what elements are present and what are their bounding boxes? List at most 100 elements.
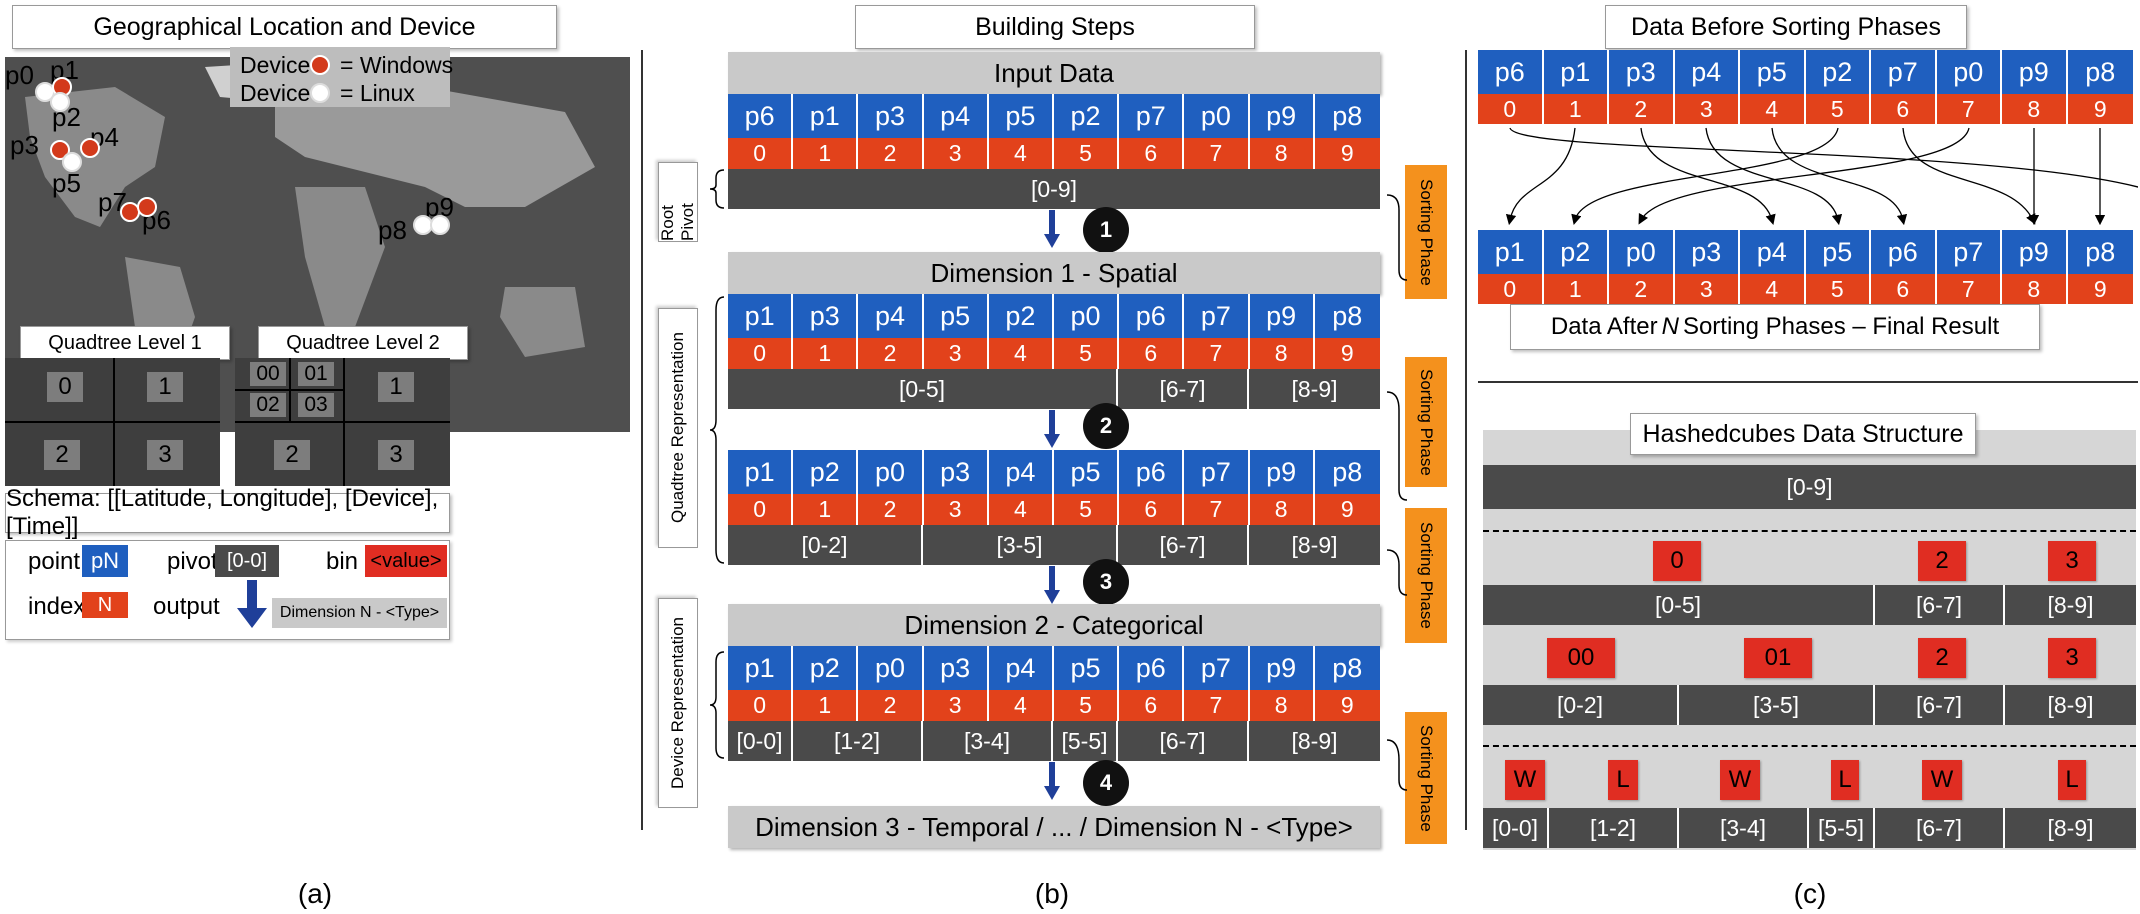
quad2-cell: 00	[250, 362, 286, 386]
index-cell: 1	[793, 338, 859, 369]
range-row-3: [0-0] [1-2] [3-4] [5-5] [6-7] [8-9]	[728, 721, 1380, 761]
point-cell: p1	[793, 94, 859, 138]
index-cell: 9	[1314, 690, 1380, 721]
separator-ab	[641, 50, 643, 830]
point-dot	[62, 152, 82, 172]
range-cell: [0-0]	[728, 721, 793, 761]
point-cell: p3	[923, 646, 989, 690]
point-cell: p4	[988, 450, 1054, 494]
key-bin-box: <value>	[365, 545, 447, 577]
range-cell: [8-9]	[1249, 721, 1380, 761]
sort-mapping-arrows	[1505, 127, 2138, 226]
index-cell: 9	[2067, 94, 2133, 124]
index-cell: 7	[1936, 274, 2002, 304]
after-points-row: p1 p2 p0 p3 p4 p5 p6 p7 p9 p8	[1478, 230, 2133, 274]
legend-linux-prefix: Device	[240, 80, 311, 106]
point-cell: p7	[1184, 646, 1250, 690]
range-cell: [3-4]	[923, 721, 1053, 761]
range-cell: [3-5]	[923, 525, 1118, 565]
brace-icon	[709, 651, 725, 759]
point-cell: p2	[988, 294, 1054, 338]
index-cell: 4	[988, 494, 1054, 525]
index-cell: 1	[1543, 274, 1609, 304]
quad1-cell: 2	[44, 440, 80, 470]
point-cell: p1	[728, 450, 794, 494]
range-cell: [5-5]	[1053, 721, 1118, 761]
step-badge: 2	[1083, 403, 1129, 449]
quad1-cell: 3	[147, 440, 183, 470]
index-cell: 8	[2002, 274, 2068, 304]
quad2-subdivider-h	[235, 389, 343, 391]
point-cell: p2	[1543, 230, 1609, 274]
point-cell: p7	[1184, 450, 1250, 494]
index-cell: 5	[1053, 494, 1120, 525]
key-index-box: N	[82, 592, 128, 618]
point-cell: p8	[1314, 294, 1380, 338]
point-cell: p5	[923, 294, 989, 338]
index-cell: 3	[923, 690, 989, 721]
bin-box: 3	[2048, 541, 2096, 581]
point-cell: p5	[1053, 450, 1120, 494]
sorting-phase-tag: Sorting Phase	[1405, 165, 1447, 299]
point-cell: p5	[988, 94, 1054, 138]
range-cell: [6-7]	[1875, 685, 2005, 725]
quadtree-representation-label: Quadtree Representation	[658, 308, 698, 548]
range-cell: [6-7]	[1118, 525, 1249, 565]
index-cell: 5	[1053, 690, 1120, 721]
point-cell: p3	[1609, 50, 1675, 94]
index-cell: 7	[1184, 690, 1250, 721]
sorting-phase-brackets	[1386, 194, 1408, 791]
index-cell: 7	[1184, 138, 1250, 169]
point-dot	[50, 92, 70, 112]
key-output-arrow-icon	[237, 580, 267, 628]
key-bin-label: bin	[326, 548, 359, 575]
range-cell: [0-5]	[1483, 585, 1875, 625]
linux-dot-icon	[310, 83, 330, 103]
hc-level3-row: [0-0] [1-2] [3-4] [5-5] [6-7] [8-9]	[1483, 808, 2136, 848]
down-arrow-icon	[1044, 410, 1060, 448]
legend-windows-prefix: Device	[240, 52, 311, 78]
index-cell: 8	[1249, 138, 1315, 169]
quad1-title: Quadtree Level 1	[20, 326, 230, 360]
point-dot	[430, 215, 450, 235]
key-point-label: point	[28, 548, 81, 575]
dimension1-header: Dimension 1 - Spatial	[728, 252, 1380, 294]
down-arrow-icon	[1044, 210, 1060, 248]
point-cell: p8	[1314, 450, 1380, 494]
hc-level2-row: [0-2] [3-5] [6-7] [8-9]	[1483, 685, 2136, 725]
range-cell: [3-4]	[1679, 808, 1809, 848]
point-label: p8	[378, 215, 407, 245]
point-cell: p4	[1740, 230, 1806, 274]
point-cell: p1	[728, 294, 794, 338]
hc-level1-row: [0-5] [6-7] [8-9]	[1483, 585, 2136, 625]
point-cell: p0	[1609, 230, 1675, 274]
bin-box: 2	[1918, 541, 1966, 581]
key-pivot-box: [0-0]	[215, 545, 279, 577]
point-cell: p0	[1053, 294, 1120, 338]
hc-dashed-divider	[1483, 745, 2136, 747]
range-cell: [6-7]	[1118, 369, 1249, 409]
point-cell: p2	[793, 450, 859, 494]
point-cell: p8	[1314, 646, 1380, 690]
range-cell: [0-2]	[1483, 685, 1679, 725]
index-cell: 3	[1674, 94, 1740, 124]
sorting-phase-tag: Sorting Phase	[1405, 357, 1447, 487]
point-cell: p4	[988, 646, 1054, 690]
panel-b-title: Building Steps	[855, 5, 1255, 49]
point-cell: p7	[1871, 50, 1937, 94]
bin-box: W	[1720, 760, 1760, 800]
device-representation-label: Device Representation	[658, 598, 698, 808]
index-cell: 0	[728, 138, 794, 169]
point-cell: p6	[1871, 230, 1937, 274]
key-box	[5, 540, 450, 640]
quad2-cell: 1	[378, 372, 414, 402]
points-row-1: p1 p3 p4 p5 p2 p0 p6 p7 p9 p8	[728, 294, 1380, 338]
range-cell: [0-9]	[1483, 465, 2136, 509]
point-cell: p0	[1184, 94, 1250, 138]
range-cell: [8-9]	[2005, 585, 2136, 625]
dimension-n-header: Dimension 3 - Temporal / ... / Dimension…	[728, 806, 1380, 848]
point-cell: p0	[1936, 50, 2002, 94]
